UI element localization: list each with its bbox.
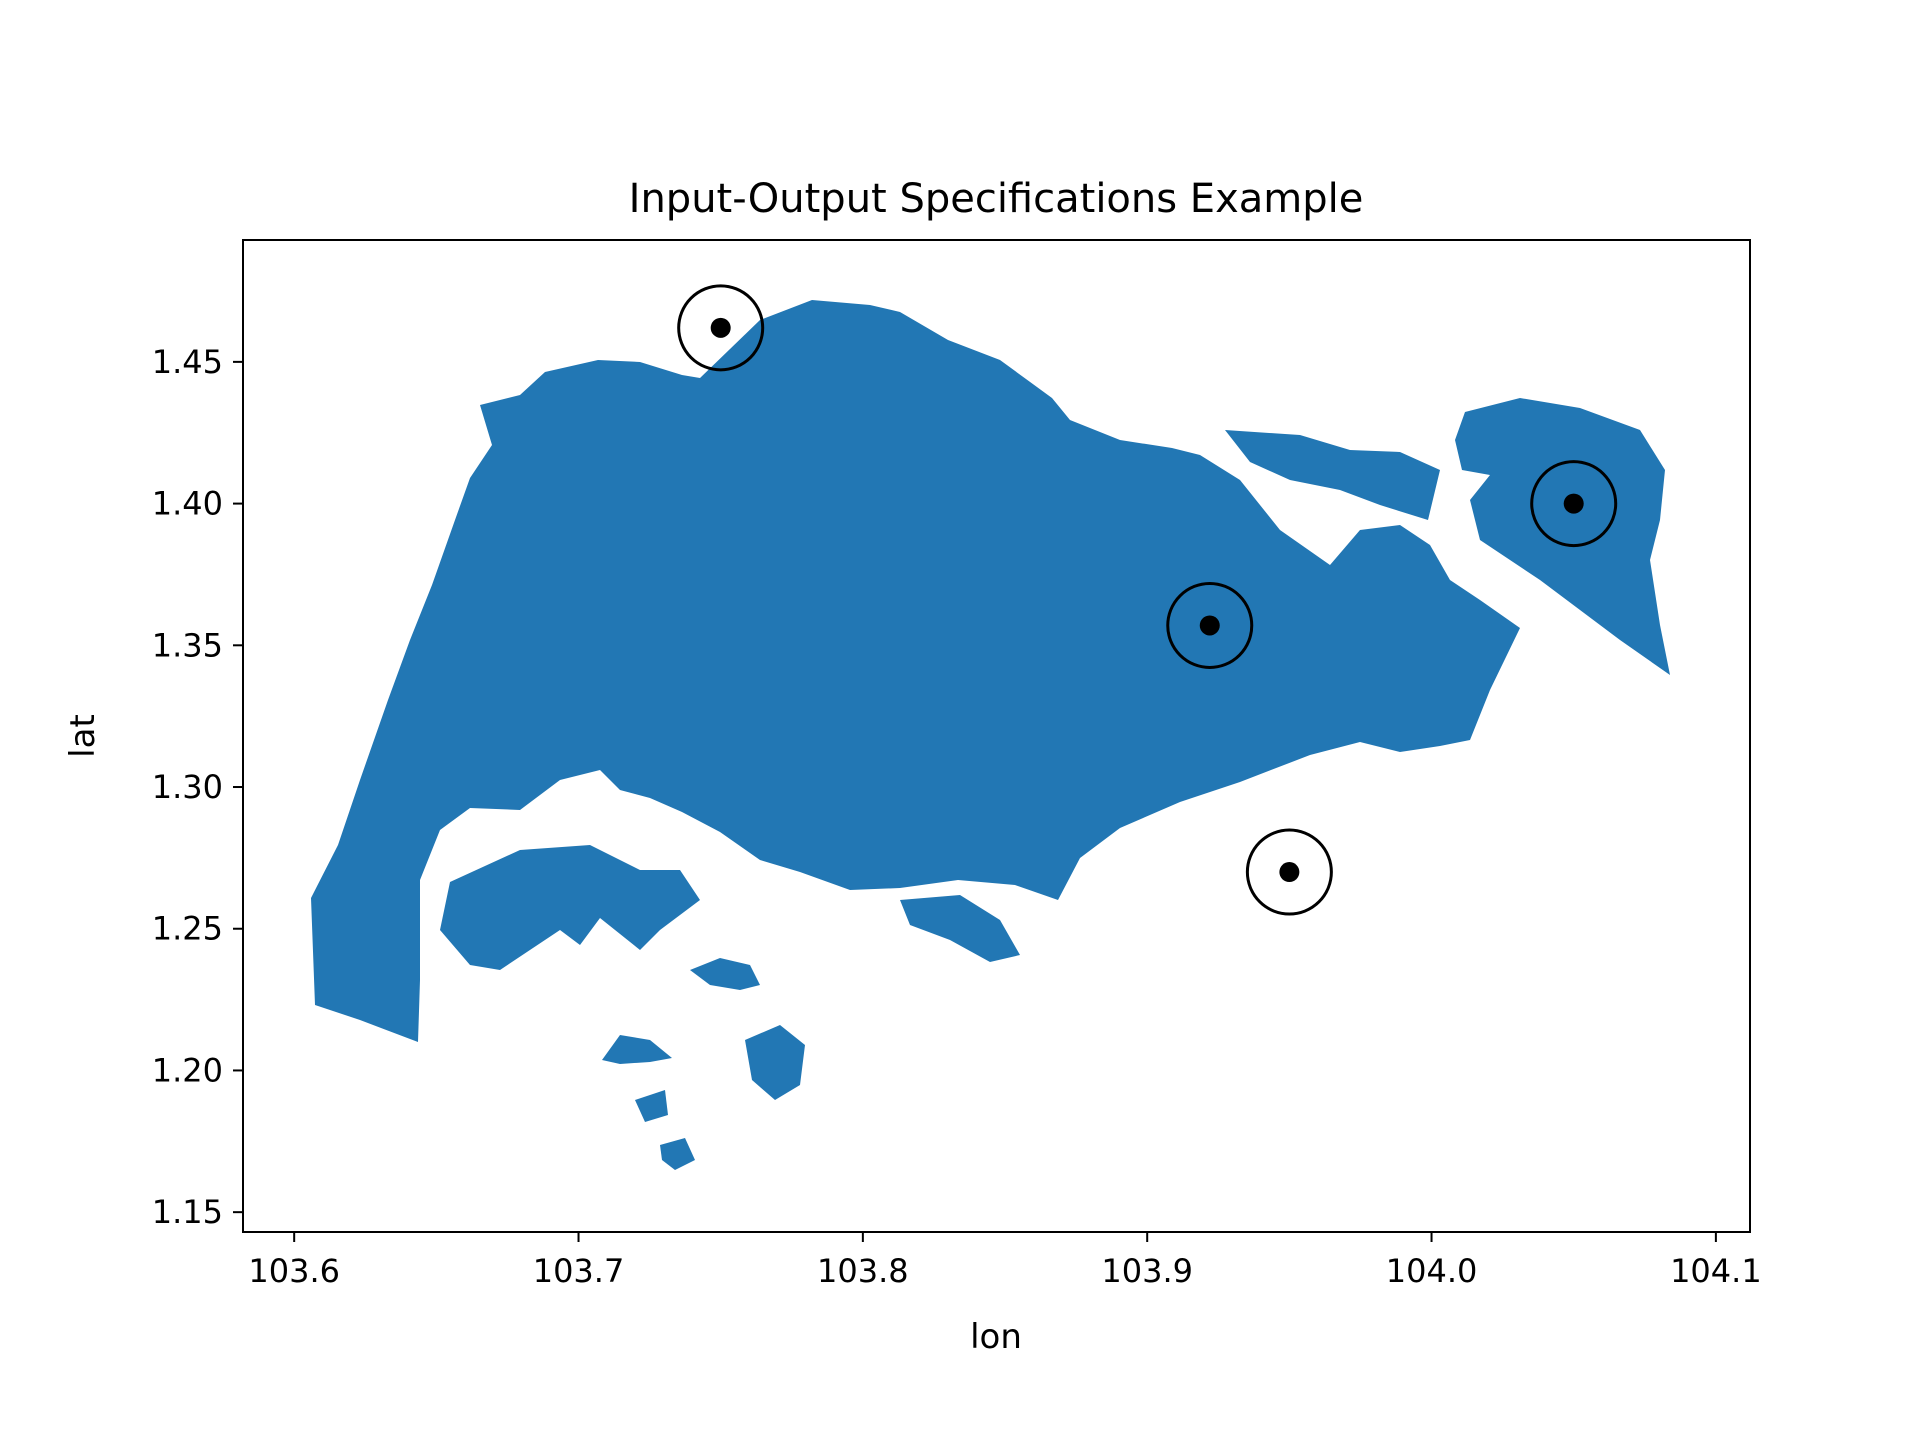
marker-ring [1245, 828, 1333, 916]
x-tick-label: 103.9 [1101, 1252, 1193, 1290]
southern-islet-2 [690, 958, 760, 990]
x-tick-label: 104.0 [1386, 1252, 1478, 1290]
marker-ring [677, 284, 765, 372]
marker-point [1563, 493, 1584, 514]
mainland-landmass [311, 300, 1520, 1042]
pulau-ubin [1225, 430, 1440, 520]
basemap-singapore [311, 300, 1670, 1170]
chart-title: Input-Output Specifications Example [629, 176, 1364, 222]
marker-ring [1530, 460, 1618, 548]
x-tick-label: 104.1 [1670, 1252, 1762, 1290]
x-axis-ticks: 103.6 103.7 103.8 103.9 104.0 104.1 [248, 1232, 1762, 1290]
y-axis-ticks: 1.15 1.20 1.25 1.30 1.35 1.40 1.45 [152, 343, 243, 1231]
y-tick-label: 1.25 [152, 910, 223, 948]
y-tick-label: 1.20 [152, 1051, 223, 1089]
sentosa-island [900, 895, 1020, 962]
x-axis-label: lon [970, 1317, 1022, 1357]
marker-point [710, 317, 731, 338]
y-tick-label: 1.15 [152, 1193, 223, 1231]
y-axis-label: lat [63, 714, 103, 758]
y-tick-label: 1.30 [152, 768, 223, 806]
southern-islet-4 [635, 1090, 668, 1122]
marker-point [1279, 862, 1300, 883]
pulau-tekong [1455, 398, 1670, 675]
x-tick-label: 103.7 [533, 1252, 625, 1290]
marker-point [1199, 615, 1220, 636]
plot-frame [242, 239, 1751, 1233]
markers-layer [677, 284, 1618, 916]
marker-ring [1166, 581, 1254, 669]
southern-islet-3 [745, 1025, 805, 1100]
southern-islet-1 [602, 1035, 672, 1064]
y-tick-label: 1.45 [152, 343, 223, 381]
y-tick-label: 1.35 [152, 626, 223, 664]
x-tick-label: 103.8 [817, 1252, 909, 1290]
y-tick-label: 1.40 [152, 485, 223, 523]
southern-island [440, 845, 700, 970]
southern-islet-5 [660, 1138, 695, 1170]
x-tick-label: 103.6 [248, 1252, 340, 1290]
